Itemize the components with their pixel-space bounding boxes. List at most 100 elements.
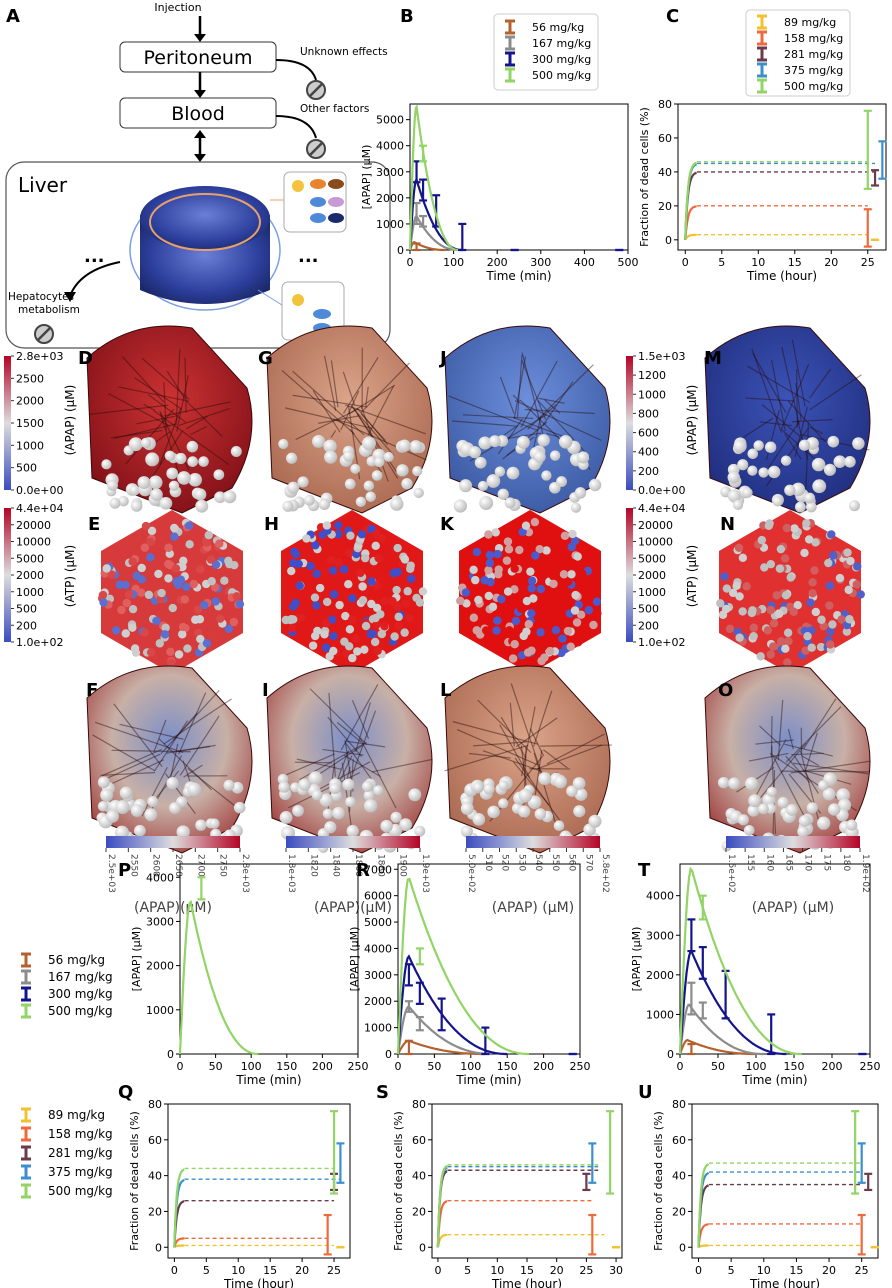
colorbar-apap-right: (APAP) (μM) 1.5e+03 1200 1000 800 600 400 200 0…	[626, 350, 699, 497]
cell-dot	[156, 594, 165, 604]
plot-frame	[167, 1103, 351, 1259]
cell-dot	[345, 625, 355, 634]
cell-dot	[160, 630, 170, 639]
hepatocyte-ball	[101, 459, 112, 470]
vessel-line	[190, 425, 208, 436]
vessel-line	[360, 362, 410, 413]
vessel-line	[787, 400, 826, 443]
hepatocyte-ball	[541, 470, 552, 481]
vessel-line	[166, 370, 187, 400]
cell-dot	[843, 548, 852, 557]
colorbar-tick-label: 0.0e+00	[16, 484, 63, 497]
cell-dot	[511, 616, 521, 626]
cell-dot	[735, 633, 744, 642]
cell-dot	[846, 556, 855, 566]
colorbar-tick-label: 1000	[16, 586, 44, 599]
cell-dot	[346, 531, 355, 540]
cell-dot	[335, 600, 344, 610]
vessel-line	[330, 430, 337, 438]
hepatocyte-ball	[128, 437, 143, 452]
hepatocyte-ball	[533, 450, 546, 463]
colorbar-tick-label: 1000	[16, 439, 44, 452]
vessel-line	[330, 360, 339, 408]
hepatocyte-ball	[107, 480, 119, 491]
cell-dot	[586, 555, 595, 565]
panel-letter: R	[356, 860, 370, 881]
panel-letter: L	[440, 680, 451, 701]
cell-dot	[481, 626, 491, 635]
legend-q: 89 mg/kg 158 mg/kg 281 mg/kg 375 mg/kg 500 m…	[21, 1107, 113, 1199]
hepatocyte-ball	[383, 451, 394, 462]
cell-dot	[524, 554, 533, 564]
hepatocyte-ball	[516, 435, 530, 449]
hepatocyte-ball	[150, 488, 163, 501]
legend-label: 167 mg/kg	[48, 970, 113, 984]
vessel-line	[745, 397, 795, 402]
series-line	[697, 1163, 710, 1248]
cell-dot	[471, 575, 480, 585]
colorbar-tick-label: 5000	[638, 552, 666, 565]
cell-dot	[475, 630, 485, 639]
chart-s: S 0 5 10 15 20 25 30 0 20 40 60 80 Time (hour) Fractio…	[376, 1082, 623, 1288]
hepatocyte-ball	[164, 450, 176, 462]
hepatocytes-label: Hepatocytes	[8, 291, 74, 303]
cell-dot	[185, 540, 194, 549]
hepatocyte-ball	[538, 772, 552, 786]
y-tick-label: 2000	[146, 960, 174, 973]
hepatocyte-ball	[147, 796, 159, 807]
cell-dot	[510, 639, 519, 649]
vessel-line	[799, 750, 821, 828]
vessel-line	[452, 721, 538, 745]
y-tick-label: 7000	[364, 863, 392, 876]
hepatocyte-ball	[737, 814, 749, 826]
cell-dot	[202, 639, 212, 648]
lobule-l	[444, 665, 612, 854]
chart-t: T 0 50 100 150 200 250 0 1000 2000 3000 4000 Time (m…	[630, 860, 881, 1087]
vessel-line	[803, 698, 837, 750]
x-tick-label: 50	[209, 1060, 223, 1073]
series-line	[396, 877, 529, 1056]
hepatocyte-ball	[346, 824, 359, 838]
cell-dot	[306, 561, 315, 571]
cell-dot	[380, 622, 389, 631]
hepatocyte-ball	[766, 786, 777, 798]
hepatocyte-ball	[794, 501, 806, 513]
hepatocyte-ball	[728, 777, 741, 790]
cell-dot	[183, 644, 192, 653]
cell-dot	[837, 615, 846, 624]
legend-label: 158 mg/kg	[784, 32, 843, 45]
hepatocyte-ball	[97, 776, 110, 789]
y-tick-label: 60	[412, 1134, 426, 1147]
cell-dot	[344, 642, 354, 651]
vessel-line	[163, 382, 167, 432]
x-tick-label: 250	[348, 1060, 369, 1073]
cell-dot	[210, 583, 220, 592]
vessel-line	[524, 408, 595, 415]
colorbar-tick-label: 1.5e+03	[638, 350, 685, 363]
legend-label: 89 mg/kg	[48, 1108, 105, 1122]
vessel-line	[318, 761, 371, 790]
panel-letter: K	[440, 514, 455, 535]
hepatocyte-ball	[363, 789, 375, 801]
colorbar-tick-label: 160	[764, 854, 774, 871]
x-tick-label: 10	[490, 1264, 504, 1277]
x-tick-label: 15	[789, 1264, 803, 1277]
cell-dot	[394, 621, 403, 630]
hepatocyte-ball	[187, 456, 198, 467]
cell-dot	[578, 569, 587, 578]
series-line	[173, 1244, 185, 1249]
hepatocyte-ball	[324, 821, 337, 834]
vessel-line	[513, 761, 550, 806]
cell-dot	[196, 565, 205, 574]
vessel-line	[125, 408, 175, 465]
hepatocyte-ball	[504, 497, 516, 509]
vessel-line	[529, 728, 545, 757]
vessel-line	[182, 760, 191, 782]
hepatocyte-ball	[743, 824, 755, 836]
cell-dot	[808, 578, 817, 587]
hepatocyte-ball	[727, 489, 741, 503]
vessel-line	[752, 352, 787, 413]
legend-label: 500 mg/kg	[48, 1184, 113, 1198]
colorbar-tick-label: 500	[638, 603, 659, 616]
cell-dot	[811, 538, 820, 547]
